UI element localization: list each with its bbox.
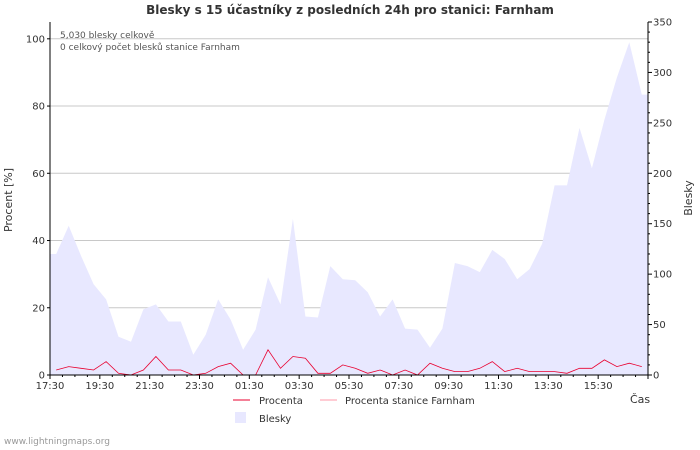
x-tick-label-8: 09:30 <box>434 381 463 392</box>
x-tick-label-6: 05:30 <box>335 381 364 392</box>
y-tick-label-right-7: 350 <box>653 18 672 29</box>
y-axis-label-right: Blesky <box>682 180 695 216</box>
x-tick-label-7: 07:30 <box>384 381 413 392</box>
x-tick-label-0: 17:30 <box>36 381 65 392</box>
x-tick-label-10: 13:30 <box>534 381 563 392</box>
x-tick-label-11: 15:30 <box>584 381 613 392</box>
y-tick-label-right-4: 200 <box>653 169 672 180</box>
x-tick-label-4: 01:30 <box>235 381 264 392</box>
y-tick-label-right-6: 300 <box>653 68 672 79</box>
annotation-total: 5,030 blesky celkově <box>60 31 155 41</box>
chart-title: Blesky s 15 účastníky z posledních 24h p… <box>146 3 554 17</box>
x-tick-label-2: 21:30 <box>135 381 164 392</box>
y-tick-label-left-4: 80 <box>32 102 45 113</box>
x-tick-label-9: 11:30 <box>484 381 513 392</box>
x-tick-label-5: 03:30 <box>285 381 314 392</box>
y-tick-label-right-2: 100 <box>653 270 672 281</box>
y-tick-label-left-1: 20 <box>32 303 45 314</box>
legend-swatch-blesky <box>235 412 246 423</box>
legend-label-procenta-stanice: Procenta stanice Farnham <box>345 396 475 407</box>
y-tick-label-left-5: 100 <box>26 34 45 45</box>
series-procenta-line <box>56 349 642 376</box>
x-axis-label: Čas <box>630 393 650 406</box>
annotation-station: 0 celkový počet blesků stanice Farnham <box>60 42 240 53</box>
y-tick-label-left-3: 60 <box>32 169 45 180</box>
y-tick-label-right-0: 0 <box>653 371 659 382</box>
y-tick-label-left-2: 40 <box>32 236 45 247</box>
series-blesky-area <box>50 42 648 375</box>
y-tick-label-right-5: 250 <box>653 118 672 129</box>
legend-label-blesky: Blesky <box>259 414 291 425</box>
x-tick-label-1: 19:30 <box>85 381 114 392</box>
y-tick-label-right-1: 50 <box>653 320 666 331</box>
y-tick-label-left-0: 0 <box>39 371 45 382</box>
legend-label-procenta: Procenta <box>259 396 303 407</box>
y-axis-label-left: Procent [%] <box>2 168 15 232</box>
y-tick-label-right-3: 150 <box>653 219 672 230</box>
footer-source: www.lightningmaps.org <box>4 437 110 447</box>
x-tick-label-3: 23:30 <box>185 381 214 392</box>
